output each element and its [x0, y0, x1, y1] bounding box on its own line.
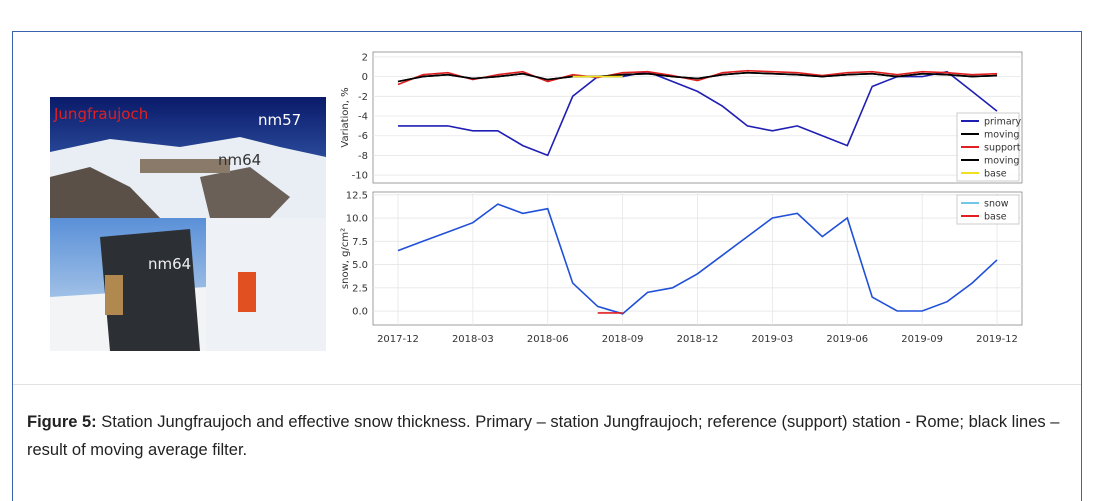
- legend-label: moving: [984, 156, 1019, 167]
- photo-label: nm64: [218, 151, 261, 169]
- y-tick-label: -6: [358, 131, 368, 142]
- data-line: [397, 203, 998, 315]
- page: {"photo": {"title": "Jungfraujoch", "lab…: [12, 31, 1082, 501]
- legend-label: moving: [984, 130, 1019, 141]
- legend-label: support: [984, 143, 1021, 154]
- y-tick-label: 0.0: [352, 307, 368, 318]
- y-tick-label: -10: [352, 171, 368, 182]
- photo-door: [105, 275, 123, 315]
- x-tick-label: 2018-12: [677, 334, 719, 345]
- y-tick-label: 12.5: [346, 190, 368, 201]
- photo-label: nm57: [258, 111, 301, 129]
- legend-label: primary: [984, 117, 1022, 128]
- y-axis-label: snow, g/cm²: [340, 228, 351, 289]
- legend-label: snow: [984, 199, 1009, 210]
- y-tick-label: -8: [358, 151, 368, 162]
- y-tick-label: 10.0: [346, 214, 368, 225]
- photo-hut: [100, 229, 200, 351]
- x-tick-label: 2019-09: [901, 334, 943, 345]
- y-tick-label: 2.5: [352, 283, 368, 294]
- photo-title: Jungfraujoch: [53, 105, 148, 123]
- y-axis-label: Variation, %: [340, 87, 351, 147]
- y-tick-label: 0: [362, 72, 368, 83]
- legend-label: base: [984, 212, 1007, 223]
- photo-person: [238, 272, 256, 312]
- x-tick-label: 2017-12: [377, 334, 419, 345]
- data-line: [397, 69, 998, 86]
- photo-building: [140, 159, 230, 173]
- x-tick-label: 2018-09: [602, 334, 644, 345]
- data-line: [397, 71, 998, 83]
- photo: Jungfraujoch nm57 nm64 nm64: [50, 97, 326, 351]
- y-tick-label: -4: [358, 112, 368, 123]
- caption: Figure 5: Station Jungfraujoch and effec…: [27, 408, 1072, 464]
- photo-rock: [200, 167, 290, 218]
- legend-label: base: [984, 169, 1007, 180]
- x-tick-label: 2019-12: [976, 334, 1018, 345]
- x-tick-label: 2019-03: [751, 334, 793, 345]
- caption-text: Station Jungfraujoch and effective snow …: [27, 413, 1060, 459]
- caption-label: Figure 5:: [27, 413, 97, 431]
- y-tick-label: 5.0: [352, 260, 368, 271]
- y-tick-label: -2: [358, 92, 368, 103]
- figure-frame: [12, 31, 1082, 501]
- y-tick-label: 2: [362, 52, 368, 63]
- photo-label: nm64: [148, 255, 191, 273]
- x-tick-label: 2019-06: [826, 334, 868, 345]
- x-tick-label: 2018-03: [452, 334, 494, 345]
- plot-area: [372, 51, 1023, 184]
- photo-snow-wall: [206, 218, 326, 351]
- separator: [13, 384, 1081, 385]
- legend-box: [956, 194, 1020, 225]
- charts: -10 -8 -6 -4 -2 0 2 Variation, % primary moving su…: [340, 51, 1023, 345]
- y-tick-label: 7.5: [352, 237, 368, 248]
- x-tick-label: 2018-06: [527, 334, 569, 345]
- photo-rock: [50, 167, 160, 218]
